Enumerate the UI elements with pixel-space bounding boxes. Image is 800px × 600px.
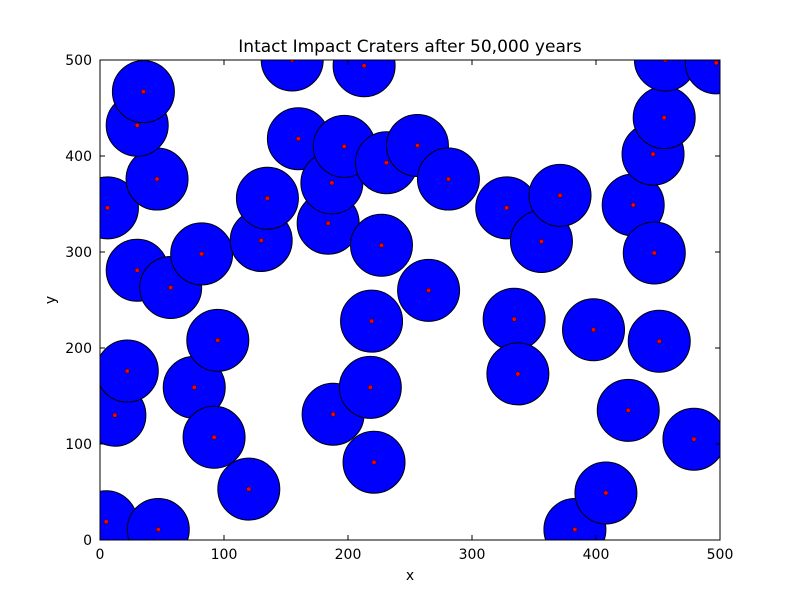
impact-center-18: [289, 60, 295, 63]
impact-center-0: [103, 519, 109, 525]
impact-center-35: [538, 238, 544, 244]
impact-center-6: [104, 205, 110, 211]
impact-center-2: [112, 412, 118, 418]
impact-center-43: [651, 250, 657, 256]
x-tick-label: 100: [211, 547, 238, 563]
impact-center-33: [511, 316, 517, 322]
impact-center-41: [630, 202, 636, 208]
impact-center-31: [445, 176, 451, 182]
crater-46: [633, 60, 697, 92]
impact-center-12: [215, 337, 221, 343]
impact-center-48: [713, 60, 719, 66]
impact-center-46: [662, 60, 668, 63]
plot-frame: [99, 59, 721, 541]
impact-center-8: [134, 122, 140, 128]
impact-center-21: [329, 180, 335, 186]
impact-center-29: [414, 142, 420, 148]
impact-center-30: [426, 287, 432, 293]
y-tick-label: 500: [65, 53, 92, 69]
impact-center-36: [557, 192, 563, 198]
impact-center-7: [154, 176, 160, 182]
crater-18: [260, 60, 324, 92]
impact-center-13: [199, 251, 205, 257]
impact-center-45: [661, 115, 667, 121]
impact-center-34: [515, 371, 521, 377]
x-tick-label: 200: [335, 547, 362, 563]
impact-center-32: [504, 205, 510, 211]
chart-title: Intact Impact Craters after 50,000 years: [238, 37, 582, 57]
impact-center-24: [367, 384, 373, 390]
impact-center-26: [371, 459, 377, 465]
impact-center-3: [124, 368, 130, 374]
impact-center-1: [155, 526, 161, 532]
impact-center-5: [168, 285, 174, 290]
crater-23: [332, 60, 396, 98]
impact-center-27: [379, 242, 384, 248]
y-tick-label: 200: [65, 341, 92, 357]
crater-1: [126, 497, 190, 540]
x-axis-label: x: [406, 568, 414, 584]
x-tick-label: 400: [583, 547, 610, 563]
impact-center-44: [656, 338, 662, 344]
impact-center-10: [191, 384, 197, 390]
x-tick-label: 0: [96, 547, 105, 563]
impact-center-37: [572, 526, 578, 532]
impact-center-28: [383, 160, 389, 166]
impact-center-20: [325, 220, 331, 226]
impact-center-38: [591, 327, 596, 333]
y-tick-label: 0: [83, 533, 92, 549]
y-tick-label: 300: [65, 245, 92, 261]
impact-center-23: [361, 63, 367, 69]
impact-center-40: [625, 407, 631, 413]
crater-48: [684, 60, 720, 95]
impact-center-16: [264, 195, 270, 201]
impact-center-11: [211, 434, 217, 440]
x-tick-label: 500: [707, 547, 734, 563]
impact-center-19: [330, 411, 336, 417]
impact-center-22: [341, 143, 347, 149]
impact-center-4: [134, 267, 140, 273]
impact-center-25: [369, 318, 375, 324]
axis-ticks: 0 100 200 300 400 500 0 100 200 300 400 500: [65, 53, 733, 563]
impact-center-42: [650, 151, 656, 157]
y-tick-label: 400: [65, 149, 92, 165]
impact-center-layer: [103, 60, 719, 532]
impact-center-39: [603, 490, 609, 496]
y-axis-label: y: [43, 296, 59, 304]
impact-center-9: [140, 89, 146, 95]
impact-center-15: [258, 238, 264, 243]
crater-47: [662, 407, 720, 471]
x-tick-label: 300: [459, 547, 486, 563]
y-tick-label: 100: [65, 437, 92, 453]
impact-center-47: [691, 436, 697, 442]
impact-center-14: [246, 486, 252, 492]
impact-center-17: [295, 136, 301, 142]
